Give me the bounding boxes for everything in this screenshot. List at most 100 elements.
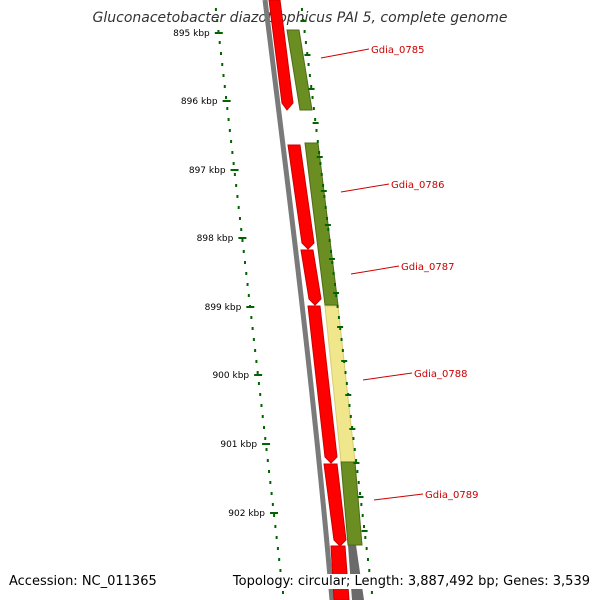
outer-dash: [328, 258, 335, 260]
kbp-tick: [246, 306, 255, 308]
outer-dot: [327, 228, 330, 231]
outer-dot: [336, 305, 339, 308]
outer-dash: [337, 326, 344, 328]
backbone-outer-segment: [348, 545, 364, 600]
scale-dot: [232, 162, 235, 165]
outer-dot: [349, 415, 352, 418]
scale-dot: [273, 514, 276, 517]
gene-leader-line: [362, 372, 413, 381]
kbp-tick: [262, 443, 271, 445]
outer-dot: [360, 503, 363, 506]
outer-dash: [316, 156, 323, 158]
tick-dots: [214, 8, 373, 594]
outer-dot: [318, 151, 321, 154]
outer-dot: [357, 481, 360, 484]
outer-dot: [304, 41, 307, 44]
outer-dot: [368, 569, 371, 572]
outer-dash: [353, 462, 360, 464]
scale-dot: [217, 30, 220, 33]
outer-dot: [333, 283, 336, 286]
outer-dot: [312, 107, 315, 110]
outer-dot: [341, 349, 344, 352]
scale-dot: [278, 558, 281, 561]
cog-segment-gdia-0789: [340, 461, 363, 546]
outer-dot: [353, 448, 356, 451]
outer-dot: [324, 206, 327, 209]
scale-dot: [246, 283, 249, 286]
scale-dot: [227, 118, 230, 121]
scale-dot: [236, 195, 239, 198]
kbp-label: 895 kbp: [173, 29, 210, 39]
cds-arrow-gdia-0787: [300, 249, 322, 306]
outer-dot: [323, 195, 326, 198]
outer-dot: [308, 74, 311, 77]
kbp-label: 900 kbp: [212, 371, 249, 381]
scale-dot: [279, 569, 282, 572]
outer-dot: [351, 426, 354, 429]
outer-dash: [320, 190, 327, 192]
scale-dot: [268, 470, 271, 473]
scale-dot: [251, 327, 254, 330]
outer-dot: [359, 492, 362, 495]
scale-dot: [214, 8, 217, 11]
scale-dot: [261, 415, 264, 418]
scale-dot: [235, 184, 238, 187]
scale-dot: [255, 360, 258, 363]
scale-dot: [250, 316, 253, 319]
scale-dot: [271, 503, 274, 506]
scale-dot: [218, 41, 221, 44]
outer-dot: [345, 382, 348, 385]
outer-dash: [312, 122, 319, 124]
outer-dot: [311, 96, 314, 99]
outer-dot: [320, 173, 323, 176]
scale-dot: [233, 173, 236, 176]
outer-dash: [345, 394, 352, 396]
scale-dot: [264, 437, 267, 440]
outer-dash: [304, 54, 311, 56]
outer-dot: [344, 371, 347, 374]
scale-dot: [247, 294, 250, 297]
outer-dot: [340, 338, 343, 341]
outer-dot: [355, 459, 358, 462]
scale-dot: [257, 382, 260, 385]
scale-dot: [252, 338, 255, 341]
scale-dot: [254, 349, 257, 352]
outer-dot: [322, 184, 325, 187]
scale-dot: [230, 140, 233, 143]
gene-leader-line: [340, 183, 390, 193]
outer-dash: [341, 360, 348, 362]
outer-dot: [310, 85, 313, 88]
gene-label: Gdia_0789: [425, 490, 478, 501]
outer-dot: [306, 52, 309, 55]
scale-dot: [269, 481, 272, 484]
cog-segment-gdia-0785: [286, 29, 313, 111]
outer-dash: [349, 428, 356, 430]
cds-arrow-gdia-0785: [268, 0, 294, 111]
outer-dot: [363, 525, 365, 528]
outer-dot: [335, 294, 338, 297]
scale-dot: [260, 404, 263, 407]
kbp-tick: [230, 169, 239, 171]
scale-dot: [240, 228, 243, 231]
tick-marks: 895 kbp 896 kbp 897 kbp 898 kbp 899 kbp 900 k…: [173, 29, 286, 587]
outer-dot: [331, 261, 334, 264]
kbp-tick: [214, 32, 223, 34]
kbp-tick: [269, 512, 278, 514]
genome-stats-label: Topology: circular; Length: 3,887,492 bp…: [232, 574, 590, 589]
scale-dot: [242, 250, 245, 253]
scale-dot: [228, 129, 231, 132]
scale-dot: [221, 63, 224, 66]
outer-dash: [361, 530, 368, 532]
scale-dot: [274, 525, 277, 528]
kbp-label: 899 kbp: [205, 303, 242, 313]
scale-dot: [244, 261, 247, 264]
outer-dot: [307, 63, 310, 66]
scale-dot: [262, 426, 265, 429]
cds-arrow-next: [330, 545, 350, 600]
kbp-tick: [238, 237, 247, 239]
cds-arrow-gdia-0789: [323, 463, 347, 547]
outer-dot: [330, 250, 332, 253]
scale-dot: [231, 151, 234, 154]
scale-dot: [237, 206, 240, 209]
